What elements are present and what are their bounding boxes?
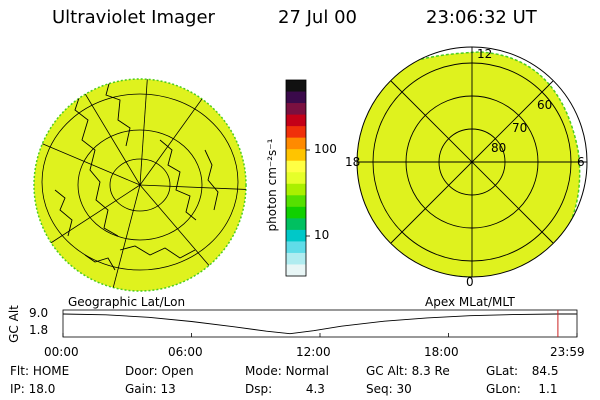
dsp-label: Dsp: [245,382,273,396]
info-ip: IP: 18.0 [10,382,55,396]
altitude-ytick-9: 9.0 [29,306,49,320]
x-tick-1200: 12:00 [296,345,331,359]
seq-label: Seq: [366,382,393,396]
altitude-x-ticks [62,333,578,337]
colorbar-segment [286,80,306,93]
mode-label: Mode: [245,364,282,378]
info-gcalt: GC Alt: 8.3 Re [366,364,450,378]
gcalt-label: GC Alt: [366,364,408,378]
geographic-image [33,78,247,292]
info-door: Door: Open [125,364,194,378]
altitude-plot-frame [62,309,578,338]
altitude-ylabel: GC Alt [7,305,21,343]
x-tick-0600: 06:00 [168,345,203,359]
apex-image [356,46,588,278]
date-display: 27 Jul 00 [278,7,357,28]
door-value: Open [161,364,194,378]
x-tick-0000: 00:00 [44,345,79,359]
info-gain: Gain: 13 [125,382,176,396]
right-panel-label: Apex MLat/MLT [425,295,515,309]
mlat-label-80: 80 [491,141,507,155]
mlat-label-70: 70 [512,121,528,135]
colorbar-unit-label: photon cm⁻²s⁻¹ [265,138,279,232]
colorbar-segment [286,91,306,104]
gcalt-value: 8.3 Re [411,364,450,378]
colorbar-segment [286,264,306,277]
altitude-curve [62,313,577,335]
colorbar-segment [286,241,306,254]
colorbar-segment [286,195,306,208]
mlt-label-0: 0 [466,275,474,289]
dsp-value: 4.3 [305,382,325,396]
flt-label: Flt: [10,364,29,378]
info-glon: GLon: 1.1 [486,382,558,396]
left-panel-label: Geographic Lat/Lon [68,295,186,309]
colorbar-segment [286,172,306,185]
x-tick-1800: 18:00 [424,345,459,359]
colorbar-tick-10: 10 [314,228,330,242]
glat-label: GLat: [486,364,519,378]
flt-value: HOME [32,364,70,378]
colorbar-segment [286,137,306,150]
colorbar-frame [285,79,307,277]
colorbar [286,80,306,277]
info-flt: Flt: HOME [10,364,69,378]
altitude-ytick-1-8: 1.8 [29,323,49,337]
mlt-label-18: 18 [345,155,361,169]
mode-value: Normal [285,364,329,378]
gain-value: 13 [160,382,176,396]
info-mode: Mode: Normal [245,364,329,378]
time-display: 23:06:32 UT [426,7,537,28]
mlat-label-60: 60 [537,98,553,112]
colorbar-segment [286,149,306,162]
mlt-label-12: 12 [477,47,493,61]
ip-value: 18.0 [28,382,56,396]
info-dsp: Dsp: 4.3 [245,382,325,396]
glon-label: GLon: [486,382,521,396]
app-title: Ultraviolet Imager [52,7,215,28]
mlt-label-6: 6 [577,155,585,169]
colorbar-segment [286,103,306,116]
colorbar-segment [286,126,306,139]
colorbar-segment [286,160,306,173]
colorbar-segment [286,252,306,266]
x-tick-2359: 23:59 [550,345,585,359]
gain-label: Gain: [125,382,157,396]
colorbar-segment [286,183,306,196]
glat-value: 84.5 [531,364,559,378]
glon-value: 1.1 [538,382,558,396]
colorbar-segment [286,229,306,243]
door-label: Door: [125,364,158,378]
colorbar-segment [286,206,306,219]
info-glat: GLat: 84.5 [486,364,558,378]
info-seq: Seq: 30 [366,382,412,396]
seq-value: 30 [396,382,412,396]
colorbar-segment [286,218,306,231]
ip-label: IP: [10,382,25,396]
colorbar-segment [286,114,306,127]
colorbar-tick-100: 100 [314,142,337,156]
